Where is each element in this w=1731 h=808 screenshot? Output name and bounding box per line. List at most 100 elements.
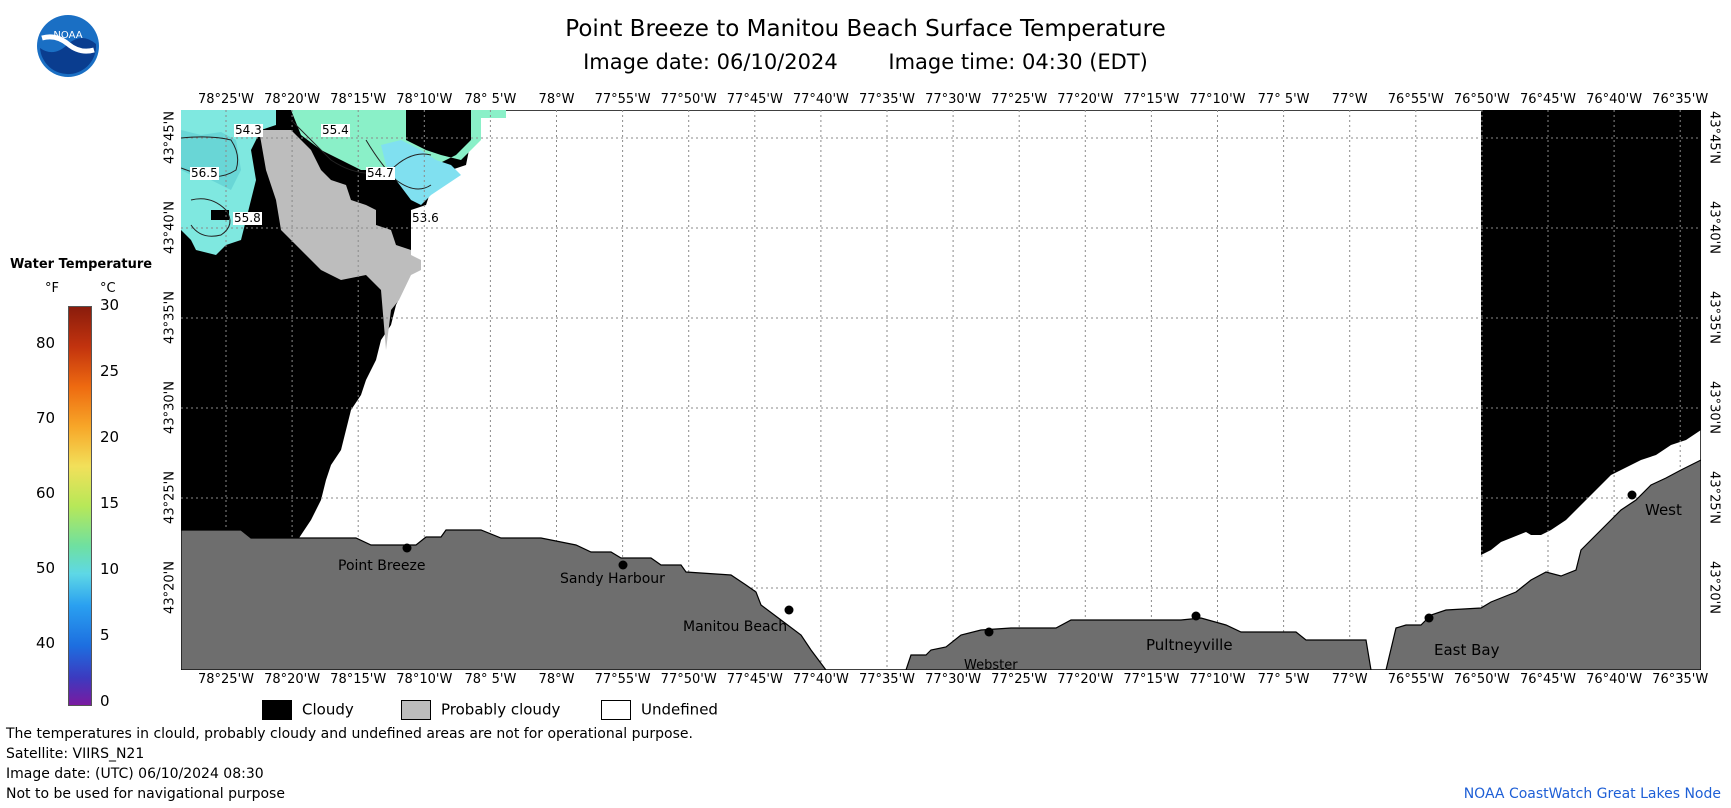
place-label-point-breeze: Point Breeze — [338, 558, 426, 574]
lat-label-left: 43°35'N — [162, 291, 178, 344]
image-date: Image date: 06/10/2024 — [583, 50, 838, 74]
lon-label-bottom: 78°25'W — [197, 672, 255, 687]
credit-link[interactable]: NOAA CoastWatch Great Lakes Node — [1463, 786, 1721, 802]
lat-label-left: 43°40'N — [162, 201, 178, 254]
place-label-sandy-harbour: Sandy Harbour — [560, 571, 665, 587]
legend-tick-c: 25 — [100, 362, 120, 380]
lon-label-top: 77°35'W — [858, 92, 916, 107]
lon-label-top: 76°55'W — [1387, 92, 1444, 107]
lat-label-right: 43°25'N — [1706, 471, 1722, 524]
image-date-time: Image date: 06/10/2024 Image time: 04:30… — [0, 50, 1731, 74]
lon-label-top: 78°15'W — [330, 92, 387, 107]
temp-label: 54.3 — [234, 123, 263, 137]
land-area-east — [1385, 459, 1701, 670]
lon-label-bottom: 77°30'W — [925, 672, 982, 687]
lon-label-bottom: 77°35'W — [858, 672, 916, 687]
lon-label-bottom: 76°55'W — [1387, 672, 1444, 687]
key-probably-cloudy: Probably cloudy — [401, 700, 560, 720]
lon-label-top: 76°40'W — [1586, 92, 1643, 107]
cloudy-swatch — [262, 700, 292, 720]
lon-label-bottom: 78°W — [538, 672, 575, 687]
lon-label-top: 77°20'W — [1057, 92, 1114, 107]
lat-label-right: 43°40'N — [1706, 201, 1722, 254]
place-label-east-bay: East Bay — [1434, 641, 1500, 659]
lon-label-bottom: 77° 5'W — [1257, 672, 1310, 687]
lon-label-bottom: 77°50'W — [660, 672, 717, 687]
key-cloudy: Cloudy — [262, 700, 354, 720]
legend-tick-f: 60 — [36, 484, 56, 502]
lat-label-left: 43°20'N — [162, 561, 178, 614]
legend-tick-f: 40 — [36, 634, 56, 652]
lon-label-bottom: 78°20'W — [264, 672, 321, 687]
temp-label: 55.8 — [233, 211, 262, 225]
key-undefined-label: Undefined — [641, 700, 718, 719]
place-label-webster: Webster — [964, 658, 1018, 673]
lon-label-top: 77°25'W — [991, 92, 1048, 107]
lon-label-top: 77°45'W — [726, 92, 783, 107]
lon-label-bottom: 76°45'W — [1519, 672, 1577, 687]
lon-label-top: 76°45'W — [1519, 92, 1577, 107]
lon-label-bottom: 77°20'W — [1057, 672, 1114, 687]
lon-label-bottom: 78°10'W — [396, 672, 453, 687]
temperature-contours — [181, 119, 432, 237]
lat-label-left: 43°25'N — [162, 471, 178, 524]
temp-label: 54.7 — [366, 166, 395, 180]
lon-label-top: 76°35'W — [1652, 92, 1709, 107]
lon-label-bottom: 77°45'W — [726, 672, 783, 687]
key-undefined: Undefined — [601, 700, 718, 720]
probably-cloudy-swatch — [401, 700, 431, 720]
navigation-note: Not to be used for navigational purpose — [6, 786, 285, 802]
undefined-swatch — [601, 700, 631, 720]
noaa-logo-icon: NOAA — [36, 14, 100, 78]
legend-tick-f: 50 — [36, 559, 56, 577]
lat-label-right: 43°45'N — [1706, 111, 1722, 164]
lon-label-top: 77°15'W — [1123, 92, 1180, 107]
lon-label-top: 76°50'W — [1453, 92, 1510, 107]
lon-label-bottom: 78° 5'W — [464, 672, 517, 687]
temperature-map — [181, 110, 1701, 670]
lon-label-top: 78° 5'W — [464, 92, 517, 107]
legend-tick-c: 5 — [100, 626, 110, 644]
lon-label-top: 77°30'W — [925, 92, 982, 107]
lon-label-bottom: 77°W — [1331, 672, 1368, 687]
disclaimer-note: The temperatures in clould, probably clo… — [6, 726, 693, 742]
lon-label-top: 77° 5'W — [1257, 92, 1310, 107]
lon-label-bottom: 77°25'W — [991, 672, 1048, 687]
place-label-manitou-beach: Manitou Beach — [683, 619, 788, 635]
lat-label-right: 43°35'N — [1706, 291, 1722, 344]
temp-label: 56.5 — [190, 166, 219, 180]
utc-date-note: Image date: (UTC) 06/10/2024 08:30 — [6, 766, 264, 782]
lon-label-top: 78°W — [538, 92, 575, 107]
svg-text:NOAA: NOAA — [53, 30, 82, 41]
temperature-color-scale — [68, 306, 92, 706]
page-title: Point Breeze to Manitou Beach Surface Te… — [565, 16, 1166, 42]
legend-unit-f: °F — [45, 281, 59, 296]
legend-tick-f: 70 — [36, 409, 56, 427]
lon-label-top: 77°W — [1331, 92, 1368, 107]
lat-label-right: 43°20'N — [1706, 561, 1722, 614]
probably-cloudy-area — [259, 130, 421, 350]
lon-label-top: 78°10'W — [396, 92, 453, 107]
lon-label-top: 77°40'W — [792, 92, 849, 107]
land-area-middle — [905, 617, 1372, 670]
lon-label-top: 78°25'W — [197, 92, 255, 107]
lon-label-top: 77°55'W — [594, 92, 651, 107]
lon-label-bottom: 77°10'W — [1189, 672, 1246, 687]
lon-label-bottom: 77°40'W — [792, 672, 849, 687]
key-cloudy-label: Cloudy — [302, 700, 354, 719]
satellite-note: Satellite: VIIRS_N21 — [6, 746, 145, 762]
lat-label-left: 43°45'N — [162, 111, 178, 164]
lon-label-bottom: 77°55'W — [594, 672, 651, 687]
legend-tick-f: 80 — [36, 334, 56, 352]
lon-label-top: 78°20'W — [264, 92, 321, 107]
place-label-pultneyville: Pultneyville — [1146, 636, 1233, 654]
lat-label-right: 43°30'N — [1706, 381, 1722, 434]
lon-label-top: 77°10'W — [1189, 92, 1246, 107]
lat-label-left: 43°30'N — [162, 381, 178, 434]
place-label-west: West — [1645, 501, 1682, 519]
temp-label: 55.4 — [321, 123, 350, 137]
lon-label-bottom: 76°50'W — [1453, 672, 1510, 687]
temp-label: 53.6 — [411, 211, 440, 225]
key-probably-cloudy-label: Probably cloudy — [441, 700, 561, 719]
legend-unit-c: °C — [100, 281, 116, 296]
